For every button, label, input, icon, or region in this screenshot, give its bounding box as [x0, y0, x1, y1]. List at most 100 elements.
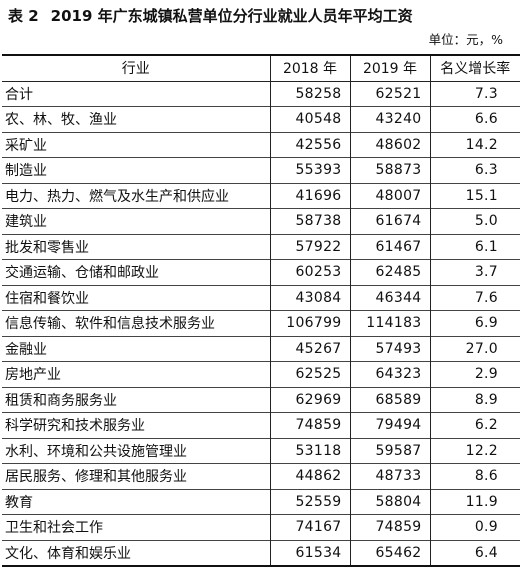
industry-cell: 合计 [2, 80, 271, 107]
growth-rate-cell: 11.9 [429, 488, 520, 515]
wage-2018-cell: 52559 [269, 488, 351, 515]
wage-2019-cell: 74859 [349, 514, 431, 540]
table-row: 电力、热力、燃气及水生产和供应业 41696 48007 15.1 [2, 182, 520, 209]
wage-2018-cell: 57922 [269, 233, 351, 260]
growth-rate-cell: 7.3 [429, 80, 520, 107]
industry-cell: 科学研究和技术服务业 [2, 412, 271, 438]
industry-cell: 居民服务、修理和其他服务业 [2, 463, 271, 489]
wage-2018-cell: 60253 [269, 259, 351, 285]
industry-cell: 教育 [2, 488, 271, 515]
industry-cell: 交通运输、仓储和邮政业 [2, 259, 271, 285]
industry-cell: 制造业 [2, 157, 271, 183]
table-row: 信息传输、软件和信息技术服务业 106799 114183 6.9 [2, 310, 520, 336]
wage-2019-cell: 61467 [349, 233, 431, 260]
wage-2019-cell: 61674 [349, 208, 431, 234]
table-row: 批发和零售业 57922 61467 6.1 [2, 233, 520, 260]
wage-table: 行业 2018 年 2019 年 名义增长率 合计 58258 62521 7.3 农、… [2, 54, 520, 567]
wage-2019-cell: 79494 [349, 412, 431, 438]
table-row: 住宿和餐饮业 43084 46344 7.6 [2, 284, 520, 311]
growth-rate-cell: 6.1 [429, 233, 520, 260]
growth-rate-cell: 14.2 [429, 131, 520, 158]
industry-cell: 采矿业 [2, 131, 271, 158]
table-title: 表 2 2019 年广东城镇私营单位分行业就业人员年平均工资 [8, 6, 518, 26]
table-row: 交通运输、仓储和邮政业 60253 62485 3.7 [2, 259, 520, 285]
industry-cell: 电力、热力、燃气及水生产和供应业 [2, 182, 271, 209]
unit-note: 单位：元，% [428, 32, 503, 47]
col-header-2019: 2019 年 [349, 54, 431, 82]
wage-2019-cell: 62485 [349, 259, 431, 285]
wage-2018-cell: 74167 [269, 514, 351, 540]
industry-cell: 建筑业 [2, 208, 271, 234]
industry-cell: 金融业 [2, 335, 271, 362]
growth-rate-cell: 0.9 [429, 514, 520, 540]
table-number: 表 2 [8, 7, 39, 25]
wage-2019-cell: 48007 [349, 182, 431, 209]
industry-cell: 租赁和商务服务业 [2, 386, 271, 413]
wage-2018-cell: 74859 [269, 412, 351, 438]
wage-2019-cell: 58873 [349, 157, 431, 183]
wage-2018-cell: 106799 [269, 310, 351, 336]
wage-2018-cell: 61534 [269, 539, 351, 567]
growth-rate-cell: 3.7 [429, 259, 520, 285]
wage-2018-cell: 62969 [269, 386, 351, 413]
table-row: 房地产业 62525 64323 2.9 [2, 361, 520, 387]
industry-cell: 房地产业 [2, 361, 271, 387]
wage-2019-cell: 58804 [349, 488, 431, 515]
wage-2019-cell: 57493 [349, 335, 431, 362]
growth-rate-cell: 6.6 [429, 106, 520, 132]
table-row: 文化、体育和娱乐业 61534 65462 6.4 [2, 539, 520, 567]
wage-2018-cell: 42556 [269, 131, 351, 158]
growth-rate-cell: 7.6 [429, 284, 520, 311]
table-row: 科学研究和技术服务业 74859 79494 6.2 [2, 412, 520, 438]
industry-cell: 文化、体育和娱乐业 [2, 539, 271, 567]
wage-2019-cell: 46344 [349, 284, 431, 311]
table-body: 合计 58258 62521 7.3 农、林、牧、渔业 40548 43240 6.6 采矿业 4… [2, 80, 520, 567]
header-row: 行业 2018 年 2019 年 名义增长率 [2, 54, 520, 82]
table-row: 租赁和商务服务业 62969 68589 8.9 [2, 386, 520, 413]
col-header-2018: 2018 年 [269, 54, 351, 82]
growth-rate-cell: 6.9 [429, 310, 520, 336]
wage-2019-cell: 48602 [349, 131, 431, 158]
wage-2018-cell: 44862 [269, 463, 351, 489]
industry-cell: 卫生和社会工作 [2, 514, 271, 540]
wage-2018-cell: 58738 [269, 208, 351, 234]
wage-2018-cell: 45267 [269, 335, 351, 362]
growth-rate-cell: 2.9 [429, 361, 520, 387]
growth-rate-cell: 6.2 [429, 412, 520, 438]
wage-2019-cell: 59587 [349, 437, 431, 464]
wage-2018-cell: 40548 [269, 106, 351, 132]
growth-rate-cell: 6.4 [429, 539, 520, 567]
growth-rate-cell: 6.3 [429, 157, 520, 183]
table-row: 教育 52559 58804 11.9 [2, 488, 520, 515]
industry-cell: 批发和零售业 [2, 233, 271, 260]
table-row: 水利、环境和公共设施管理业 53118 59587 12.2 [2, 437, 520, 464]
wage-2019-cell: 43240 [349, 106, 431, 132]
table-header: 行业 2018 年 2019 年 名义增长率 [2, 54, 520, 82]
wage-2018-cell: 41696 [269, 182, 351, 209]
wage-2019-cell: 68589 [349, 386, 431, 413]
wage-2018-cell: 58258 [269, 80, 351, 107]
wage-2018-cell: 53118 [269, 437, 351, 464]
table-row: 农、林、牧、渔业 40548 43240 6.6 [2, 106, 520, 132]
col-header-growth: 名义增长率 [429, 54, 520, 82]
wage-2018-cell: 55393 [269, 157, 351, 183]
wage-2018-cell: 43084 [269, 284, 351, 311]
growth-rate-cell: 12.2 [429, 437, 520, 464]
table-row: 采矿业 42556 48602 14.2 [2, 131, 520, 158]
table-row: 制造业 55393 58873 6.3 [2, 157, 520, 183]
table-title-text: 2019 年广东城镇私营单位分行业就业人员年平均工资 [50, 7, 413, 25]
industry-cell: 信息传输、软件和信息技术服务业 [2, 310, 271, 336]
wage-2019-cell: 48733 [349, 463, 431, 489]
table-row: 建筑业 58738 61674 5.0 [2, 208, 520, 234]
wage-2019-cell: 65462 [349, 539, 431, 567]
table-row: 合计 58258 62521 7.3 [2, 80, 520, 107]
col-header-industry: 行业 [2, 54, 271, 82]
wage-2019-cell: 64323 [349, 361, 431, 387]
table-row: 金融业 45267 57493 27.0 [2, 335, 520, 362]
industry-cell: 住宿和餐饮业 [2, 284, 271, 311]
growth-rate-cell: 8.6 [429, 463, 520, 489]
table-row: 卫生和社会工作 74167 74859 0.9 [2, 514, 520, 540]
table-row: 居民服务、修理和其他服务业 44862 48733 8.6 [2, 463, 520, 489]
growth-rate-cell: 15.1 [429, 182, 520, 209]
